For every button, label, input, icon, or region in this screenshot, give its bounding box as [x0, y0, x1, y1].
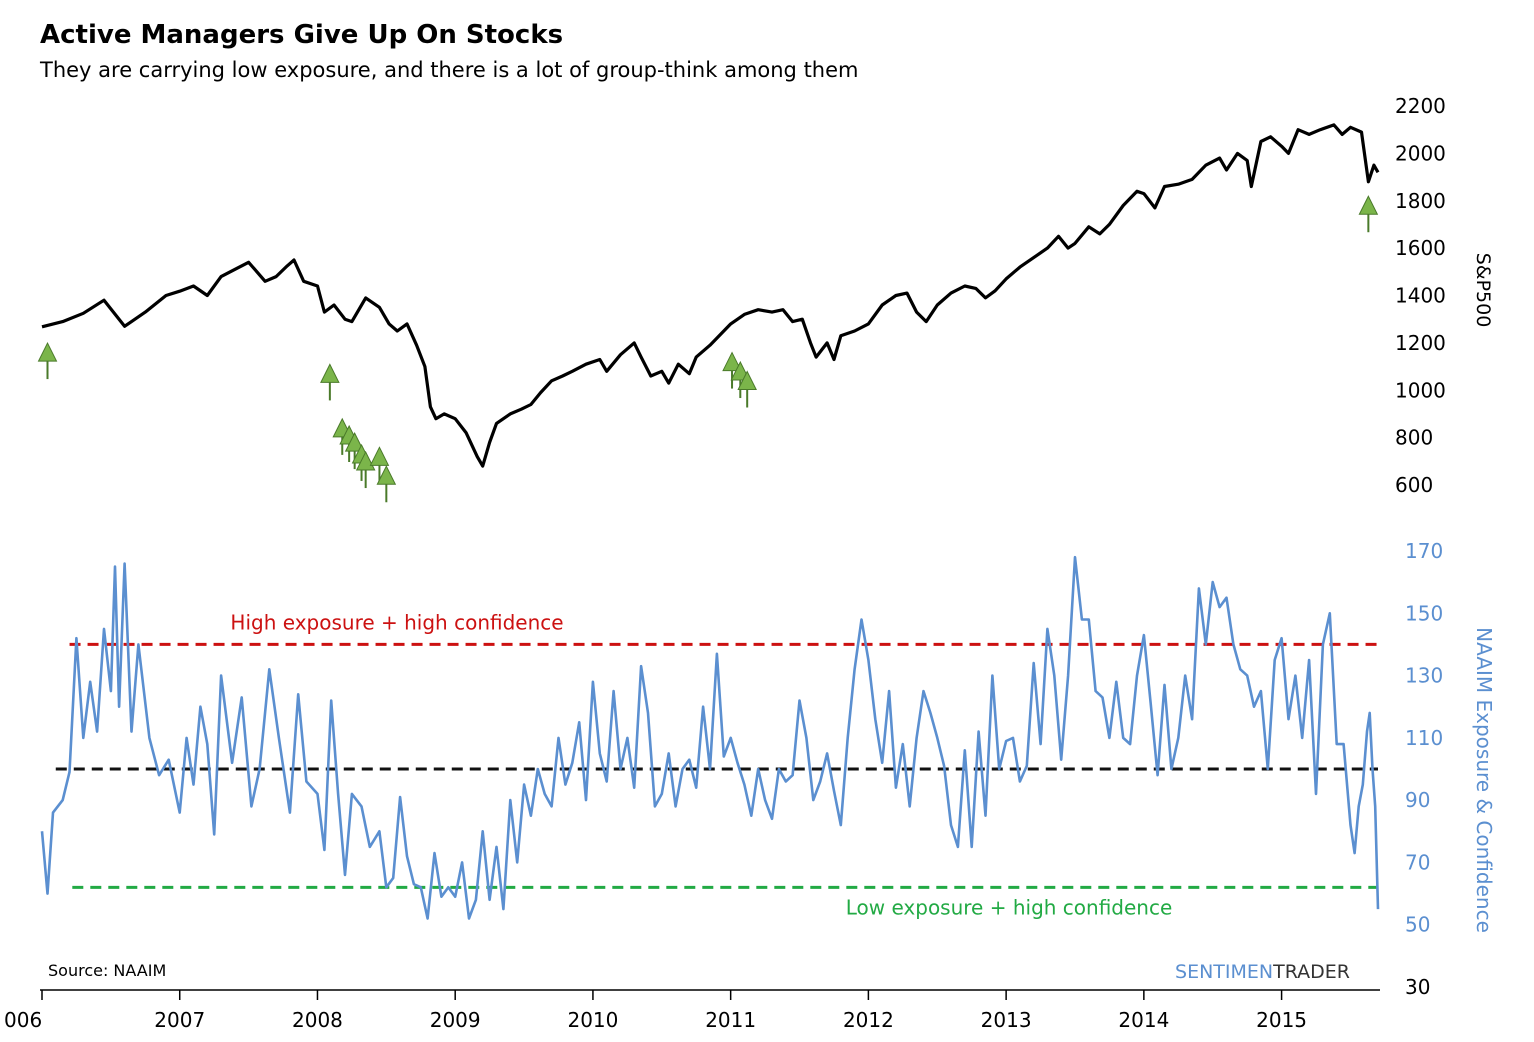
signal-arrow-head	[722, 351, 742, 372]
chart-subtitle: They are carrying low exposure, and ther…	[40, 58, 859, 82]
buy-signal-arrow	[37, 341, 58, 380]
sp500-panel: 600 800 1000 1200 1400 1600 1800 2000 2200 S&P500	[37, 94, 1494, 503]
x-tick-label: 2013	[981, 1008, 1032, 1032]
signal-arrow-head	[369, 446, 390, 466]
naaim-tick-label: 110	[1405, 726, 1443, 750]
naaim-tick-label: 30	[1405, 975, 1430, 999]
x-tick-label: 006	[4, 1008, 42, 1032]
signal-arrow-head	[737, 370, 757, 391]
x-tick-label: 2015	[1256, 1008, 1307, 1032]
chart-title: Active Managers Give Up On Stocks	[40, 20, 564, 50]
time-axis: 006 2007 2008 2009 2010 2011 2012 2013 2014 2015	[4, 989, 1380, 1032]
naaim-axis-label: NAAIM Exposure & Confidence	[1472, 627, 1496, 933]
naaim-tick-label: 170	[1405, 539, 1443, 563]
signal-arrow-head	[344, 431, 365, 452]
signal-arrow-head	[376, 465, 397, 485]
sp500-line	[41, 123, 1380, 468]
x-tick-label: 2009	[430, 1008, 481, 1032]
signal-arrow-head	[1358, 195, 1379, 215]
naaim-tick-label: 130	[1405, 664, 1443, 688]
naaim-tick-label: 70	[1405, 850, 1430, 874]
x-tick-label: 2012	[843, 1008, 894, 1032]
sp500-tick-label: 2200	[1395, 94, 1446, 118]
brand-part-1: SENTIMEN	[1175, 961, 1273, 983]
x-tick-label: 2011	[705, 1008, 756, 1032]
buy-signal-arrow	[737, 370, 757, 408]
naaim-line	[40, 555, 1380, 920]
naaim-tick-label: 150	[1405, 601, 1443, 625]
naaim-tick-label: 90	[1405, 788, 1430, 812]
sp500-tick-label: 1000	[1395, 378, 1446, 402]
buy-signal-arrow	[320, 363, 340, 401]
x-tick-label: 2014	[1118, 1008, 1169, 1032]
sp500-axis-label: S&P500	[1472, 253, 1494, 328]
naaim-panel: 30 50 70 90 110 130 150 170 NAAIM Exposure & Con…	[40, 539, 1496, 999]
brand-logo: SENTIMENTRADER	[1175, 961, 1350, 983]
x-tick-label: 2008	[292, 1008, 343, 1032]
buy-signal-arrow	[344, 431, 365, 470]
x-tick-label: 2010	[567, 1008, 618, 1032]
signal-arrow-head	[320, 363, 340, 383]
source-note: Source: NAAIM	[48, 961, 166, 980]
sp500-tick-label: 2000	[1395, 141, 1446, 165]
buy-signal-arrow	[1358, 195, 1379, 233]
buy-signal-arrow	[369, 446, 390, 484]
signal-arrow-head	[37, 341, 58, 362]
x-tick-label: 2007	[154, 1008, 205, 1032]
naaim-tick-label: 50	[1405, 913, 1430, 937]
sp500-tick-label: 1800	[1395, 189, 1446, 213]
sp500-tick-label: 1200	[1395, 331, 1446, 355]
buy-signal-arrow	[722, 351, 742, 389]
buy-signal-arrow	[376, 465, 397, 503]
high-confidence-label: High exposure + high confidence	[230, 610, 563, 634]
sp500-tick-label: 1400	[1395, 284, 1446, 308]
sp500-tick-label: 600	[1395, 473, 1433, 497]
low-confidence-label: Low exposure + high confidence	[846, 895, 1173, 919]
brand-part-2: TRADER	[1272, 961, 1350, 983]
sp500-tick-label: 800	[1395, 426, 1433, 450]
sp500-tick-label: 1600	[1395, 236, 1446, 260]
